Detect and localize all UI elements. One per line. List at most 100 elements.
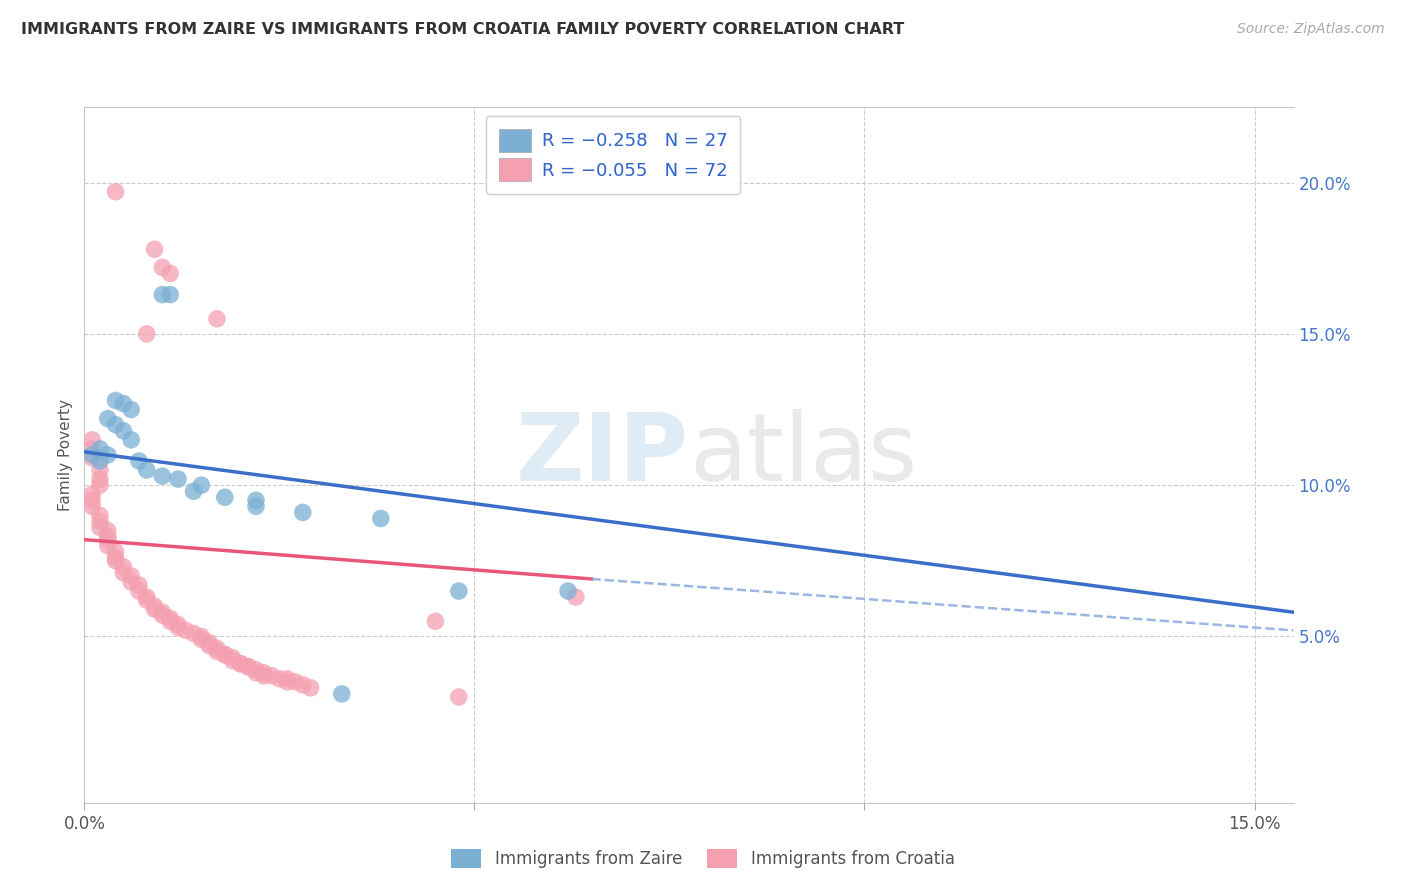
Point: [150, 260, 173, 275]
Point: [221, 650, 243, 665]
Point: [143, 599, 166, 614]
Point: [245, 665, 267, 680]
Point: [112, 396, 135, 410]
Point: [97, 524, 120, 538]
Point: [82, 487, 104, 501]
Point: [104, 545, 127, 559]
Point: [190, 629, 212, 643]
Point: [97, 533, 120, 547]
Point: [205, 311, 228, 326]
Point: [159, 267, 181, 281]
Text: ZIP: ZIP: [516, 409, 689, 501]
Point: [167, 620, 190, 634]
Point: [183, 626, 205, 640]
Point: [238, 659, 260, 673]
Point: [205, 641, 228, 656]
Point: [167, 617, 190, 632]
Legend: R = −0.258   N = 27, R = −0.055   N = 72: R = −0.258 N = 27, R = −0.055 N = 72: [486, 116, 741, 194]
Point: [229, 657, 252, 671]
Point: [82, 500, 104, 514]
Point: [143, 242, 166, 256]
Point: [425, 615, 447, 629]
Point: [82, 442, 104, 456]
Point: [198, 635, 221, 649]
Legend: Immigrants from Zaire, Immigrants from Croatia: Immigrants from Zaire, Immigrants from C…: [444, 842, 962, 875]
Point: [135, 326, 157, 341]
Point: [330, 687, 353, 701]
Point: [89, 478, 111, 492]
Point: [447, 690, 470, 704]
Point: [221, 654, 243, 668]
Point: [190, 632, 212, 647]
Point: [104, 554, 127, 568]
Point: [159, 287, 181, 301]
Point: [291, 505, 314, 519]
Point: [245, 500, 267, 514]
Point: [245, 663, 267, 677]
Point: [120, 569, 142, 583]
Point: [112, 566, 135, 580]
Point: [245, 493, 267, 508]
Point: [82, 448, 104, 462]
Point: [557, 584, 579, 599]
Point: [253, 669, 276, 683]
Point: [299, 681, 322, 695]
Point: [89, 520, 111, 534]
Point: [370, 511, 392, 525]
Point: [269, 672, 291, 686]
Point: [104, 185, 127, 199]
Text: IMMIGRANTS FROM ZAIRE VS IMMIGRANTS FROM CROATIA FAMILY POVERTY CORRELATION CHAR: IMMIGRANTS FROM ZAIRE VS IMMIGRANTS FROM…: [21, 22, 904, 37]
Point: [82, 450, 104, 465]
Point: [104, 417, 127, 432]
Point: [214, 648, 236, 662]
Point: [150, 608, 173, 623]
Point: [205, 644, 228, 658]
Point: [135, 593, 157, 607]
Point: [128, 584, 150, 599]
Point: [284, 674, 307, 689]
Point: [135, 463, 157, 477]
Point: [150, 287, 173, 301]
Point: [89, 508, 111, 523]
Point: [260, 669, 283, 683]
Point: [135, 590, 157, 604]
Point: [104, 550, 127, 565]
Point: [104, 393, 127, 408]
Point: [167, 472, 190, 486]
Point: [159, 611, 181, 625]
Point: [214, 490, 236, 504]
Point: [565, 590, 588, 604]
Point: [276, 672, 298, 686]
Point: [120, 574, 142, 589]
Point: [112, 559, 135, 574]
Point: [89, 442, 111, 456]
Point: [120, 402, 142, 417]
Point: [89, 454, 111, 468]
Point: [143, 602, 166, 616]
Point: [190, 478, 212, 492]
Point: [291, 678, 314, 692]
Point: [89, 472, 111, 486]
Point: [183, 484, 205, 499]
Point: [214, 648, 236, 662]
Point: [150, 469, 173, 483]
Point: [128, 454, 150, 468]
Point: [97, 411, 120, 425]
Point: [82, 433, 104, 447]
Point: [238, 659, 260, 673]
Point: [89, 463, 111, 477]
Point: [150, 605, 173, 619]
Point: [112, 424, 135, 438]
Y-axis label: Family Poverty: Family Poverty: [58, 399, 73, 511]
Point: [174, 624, 197, 638]
Point: [128, 578, 150, 592]
Point: [447, 584, 470, 599]
Point: [253, 665, 276, 680]
Point: [89, 515, 111, 529]
Point: [229, 657, 252, 671]
Point: [198, 639, 221, 653]
Point: [97, 539, 120, 553]
Point: [97, 448, 120, 462]
Text: atlas: atlas: [689, 409, 917, 501]
Text: Source: ZipAtlas.com: Source: ZipAtlas.com: [1237, 22, 1385, 37]
